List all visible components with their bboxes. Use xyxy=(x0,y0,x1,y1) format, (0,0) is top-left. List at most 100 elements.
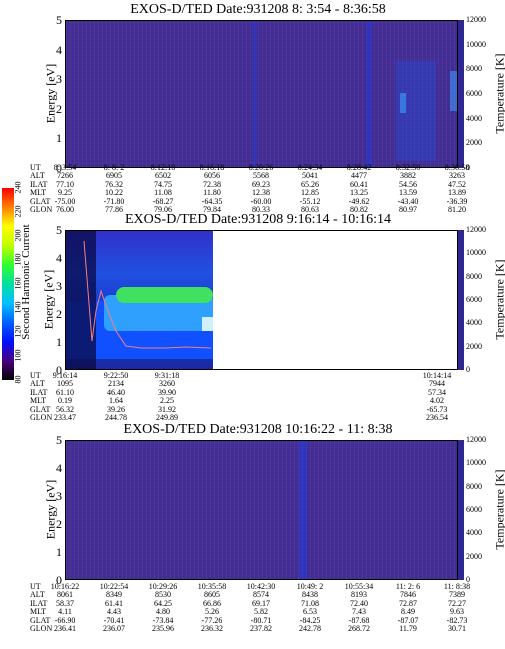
orbit-value: 79.06 xyxy=(154,205,172,214)
orbit-value: 69.23 xyxy=(252,179,270,189)
orbit-value: 80.82 xyxy=(350,205,368,214)
panel3-title: EXOS-D/TED Date:931208 10:16:22 - 11: 8:… xyxy=(123,422,393,437)
orbit-value: 237.82 xyxy=(250,624,272,633)
panel2-plot xyxy=(65,230,458,370)
panel1-band-a xyxy=(366,21,372,167)
orbit-row-label: GLAT xyxy=(30,196,51,206)
orbit-value: 8574 xyxy=(253,590,269,600)
panel1-ylabel: Energy [eV] xyxy=(43,63,58,124)
orbit-value: 8605 xyxy=(204,590,220,600)
orbit-value: 10.22 xyxy=(105,188,123,198)
orbit-value: 4477 xyxy=(351,171,367,181)
orbit-value: -64.35 xyxy=(201,196,223,206)
orbit-row-label: ILAT xyxy=(30,179,48,189)
orbit-value: 9:16:14 xyxy=(52,371,78,380)
orbit-row-label: GLON xyxy=(30,413,53,422)
orbit-value: 5041 xyxy=(302,171,318,181)
colorbar-tick: 100 xyxy=(13,349,23,362)
panel3-orbit-table: UT ALT ILAT MLT GLAT GLON 10:16:22 8061 58.37 4.1… xyxy=(30,582,490,635)
orbit-row-label: ALT xyxy=(30,171,45,181)
orbit-value: 10:35:58 xyxy=(197,582,227,591)
orbit-value: 5568 xyxy=(253,171,269,181)
panel1-rlabel: Temperature [K] xyxy=(492,53,505,134)
orbit-value: 47.52 xyxy=(448,179,466,189)
orbit-value: -70.41 xyxy=(103,615,125,625)
temperature-tick: 4000 xyxy=(466,528,482,538)
orbit-value: 65.26 xyxy=(301,179,319,189)
orbit-value: 5.82 xyxy=(254,607,268,617)
panel3-ylabel: Energy [eV] xyxy=(43,479,58,540)
orbit-value: 69.17 xyxy=(252,598,270,608)
orbit-value: 60.41 xyxy=(350,179,368,189)
temperature-tick: 10000 xyxy=(466,39,486,49)
orbit-value: 236.07 xyxy=(103,624,125,633)
orbit-value: 57.34 xyxy=(428,387,446,397)
orbit-value: 236.32 xyxy=(201,624,223,633)
orbit-value: 6905 xyxy=(106,171,122,181)
orbit-value: 9.25 xyxy=(58,188,72,198)
orbit-value: 3263 xyxy=(449,171,465,181)
panel3-rlabel: Temperature [K] xyxy=(492,469,505,550)
ytick: 0 xyxy=(56,573,62,587)
ytick: 0 xyxy=(56,363,62,377)
orbit-value: 6.53 xyxy=(303,607,317,617)
orbit-value: 2.25 xyxy=(160,396,174,406)
orbit-value: 11: 8:38 xyxy=(443,582,471,591)
orbit-value: 1095 xyxy=(57,379,73,389)
temperature-tick: 12000 xyxy=(466,435,486,444)
temperature-tick: 0 xyxy=(466,575,470,584)
ytick: 3 xyxy=(56,279,62,293)
temperature-tick: 10000 xyxy=(466,248,486,258)
colorbar-tick: 80 xyxy=(13,375,23,384)
orbit-value: 8061 xyxy=(57,590,73,600)
panel3-temp-axis xyxy=(458,440,464,580)
orbit-value: -84.25 xyxy=(299,615,321,625)
orbit-value: 8:28:42 xyxy=(346,163,372,172)
orbit-value: 76.32 xyxy=(105,179,123,189)
temperature-tick: 6000 xyxy=(466,295,482,304)
orbit-value: 54.56 xyxy=(399,179,417,189)
orbit-value: -68.27 xyxy=(152,196,174,206)
panel2-right-cyan xyxy=(202,317,213,331)
orbit-row-label: UT xyxy=(30,582,41,591)
ytick: 2 xyxy=(56,517,62,531)
orbit-value: 11.79 xyxy=(399,624,417,633)
orbit-value: 9.63 xyxy=(450,607,464,617)
orbit-value: 6502 xyxy=(155,171,171,181)
panel1-plot xyxy=(65,20,458,168)
temperature-tick: 2000 xyxy=(466,341,482,351)
orbit-value: 8:16:18 xyxy=(199,163,225,172)
panel1-band-e xyxy=(450,71,457,111)
temperature-tick: 8000 xyxy=(466,271,482,281)
orbit-value: -71.80 xyxy=(103,196,125,206)
orbit-value: 13.59 xyxy=(399,188,417,198)
orbit-value: 77.86 xyxy=(105,205,123,214)
ytick: 3 xyxy=(56,489,62,503)
orbit-row-label: MLT xyxy=(30,396,47,406)
orbit-value: 12.85 xyxy=(301,188,319,198)
ytick: 1 xyxy=(56,335,62,349)
orbit-value: -55.12 xyxy=(299,196,321,206)
orbit-value: 72.40 xyxy=(350,598,368,608)
panel2-rlabel: Temperature [K] xyxy=(492,259,505,340)
panel2-ylabel: Energy [eV] xyxy=(41,269,56,330)
orbit-row-label: MLT xyxy=(30,607,47,617)
colorbar xyxy=(2,188,14,380)
orbit-value: 236.54 xyxy=(426,413,448,422)
orbit-value: -87.07 xyxy=(397,615,419,625)
orbit-row-label: GLON xyxy=(30,624,53,633)
orbit-value: 3882 xyxy=(400,171,416,181)
orbit-value: 8349 xyxy=(106,590,122,600)
orbit-value: 7.43 xyxy=(352,607,366,617)
orbit-value: 6056 xyxy=(204,171,220,181)
orbit-value: -36.39 xyxy=(446,196,468,206)
orbit-value: 80.33 xyxy=(252,205,270,214)
orbit-value: 11: 2: 6 xyxy=(395,582,421,591)
panel1-title: EXOS-D/TED Date:931208 8: 3:54 - 8:36:58 xyxy=(130,2,386,17)
orbit-row-label: GLAT xyxy=(30,615,51,625)
panel2-temperature-curve xyxy=(83,240,212,349)
orbit-value: 80.97 xyxy=(399,205,417,214)
orbit-value: 39.90 xyxy=(158,387,176,397)
orbit-value: 4.80 xyxy=(156,607,170,617)
orbit-value: 77.10 xyxy=(56,179,74,189)
